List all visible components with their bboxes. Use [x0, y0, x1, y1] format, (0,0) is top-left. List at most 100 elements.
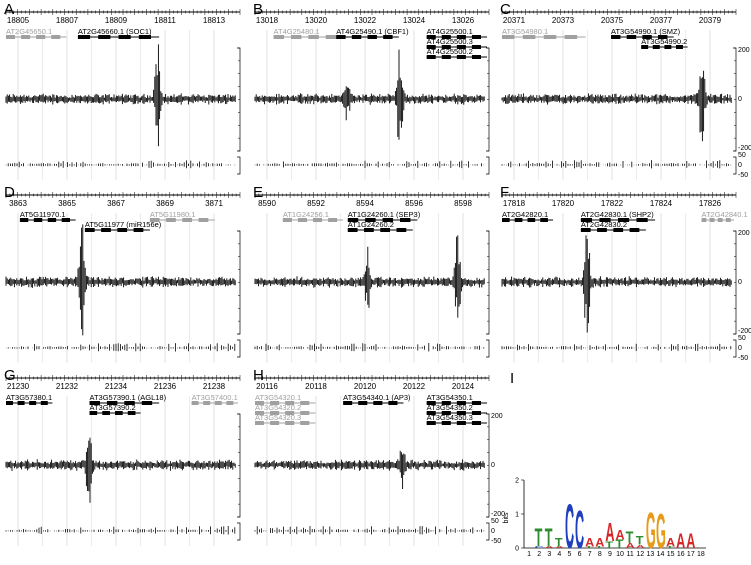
gene-exon [441, 411, 451, 415]
secondary-track-G [5, 526, 236, 535]
coordinate-label: 20124 [452, 382, 475, 391]
gene-exon [89, 401, 100, 405]
coordinate-label: 18807 [56, 16, 79, 25]
logo-letter-T: T [616, 537, 624, 550]
gene-label: AT4G25480.1 [274, 27, 320, 36]
logo-letter-T: T [626, 529, 634, 547]
gene-exon [19, 218, 29, 222]
gene-label: AT1G24256.1 [283, 210, 329, 219]
coordinate-label: 18809 [105, 16, 128, 25]
logo-letter-T: T [535, 525, 543, 553]
secondary-axis-value: -50 [738, 355, 748, 362]
gene-exon [664, 45, 672, 49]
gene-exon [313, 218, 323, 222]
logo-x-tick-label: 5 [568, 551, 572, 558]
gene-exon [117, 228, 128, 232]
panel-label-C: C [500, 1, 511, 18]
logo-letter-T: T [555, 536, 563, 549]
gene-exon [47, 218, 57, 222]
gene-label: AT4G25500.3 [427, 37, 473, 46]
track-axis-value: 0 [738, 96, 742, 103]
logo-x-tick-label: 16 [677, 551, 685, 558]
gene-exon [98, 35, 111, 39]
gene-exon [426, 45, 436, 49]
signal-track-F [501, 235, 732, 333]
logo-letter-T: T [595, 546, 603, 549]
signal-track-H [254, 450, 485, 489]
gene-exon [347, 228, 358, 232]
logo-letter-A: A [545, 546, 555, 549]
logo-letter-G: G [656, 504, 666, 559]
coordinate-label: 8598 [454, 199, 472, 208]
logo-x-tick-label: 11 [627, 551, 634, 558]
gene-exon [336, 35, 346, 39]
logo-letter-T: T [585, 546, 593, 549]
coordinate-label: 13024 [403, 16, 426, 25]
gene-exon [33, 218, 43, 222]
coordinate-label: 20118 [305, 382, 327, 391]
track-axis-value: -200 [738, 328, 751, 335]
gene-label: AT3G54350.3 [427, 413, 473, 422]
gene-exon [367, 35, 377, 39]
gene-exon [540, 218, 548, 222]
gene-exon [133, 228, 144, 232]
logo-letter-T: T [545, 525, 553, 553]
gene-label: AT1G24260.2 [348, 220, 394, 229]
gene-exon [203, 401, 211, 405]
gene-exon [717, 218, 723, 222]
gene-label: AT3G54990.2 [641, 37, 687, 46]
gene-exon [138, 35, 151, 39]
coordinate-label: 18811 [154, 16, 176, 25]
coordinate-label: 21230 [7, 382, 30, 391]
gene-label: AT3G57400.1 [192, 393, 238, 402]
coordinate-label: 20120 [354, 382, 377, 391]
track-axis-value: 200 [491, 413, 503, 420]
coordinate-label: 20373 [552, 16, 575, 25]
logo-x-tick-label: 15 [667, 551, 675, 558]
secondary-axis-value: 50 [738, 152, 746, 159]
secondary-axis-C [733, 156, 737, 175]
gene-exon [290, 35, 302, 39]
gene-label: AT3G54980.1 [502, 27, 548, 36]
gene-label: AT2G45650.1 [6, 27, 52, 36]
gene-exon [127, 411, 136, 415]
panel-label-I: I [510, 370, 514, 387]
logo-letter-T: T [666, 546, 674, 549]
signal-track-E [254, 235, 485, 318]
gene-exon [426, 55, 436, 59]
logo-letter-T: T [605, 540, 613, 550]
gene-exon [701, 218, 707, 222]
gene-label: AT4G25500.2 [427, 47, 473, 56]
gene-exon [641, 45, 649, 49]
logo-letter-A: A [595, 536, 604, 549]
logo-x-tick-label: 12 [636, 551, 644, 558]
coordinate-label: 20377 [650, 16, 673, 25]
logo-letter-C: C [565, 491, 574, 562]
gene-exon [658, 35, 668, 39]
logo-x-tick-label: 13 [646, 551, 654, 558]
gene-exon [599, 218, 611, 222]
gene-exon [285, 401, 295, 405]
gene-exon [308, 35, 319, 39]
gene-exon [629, 228, 640, 232]
gene-label: AT3G54320.3 [255, 413, 301, 422]
gene-exon [270, 421, 280, 425]
gene-label: AT3G54320.1 [255, 393, 301, 402]
secondary-axis-A [237, 156, 241, 175]
logo-x-tick-label: 8 [598, 551, 602, 558]
gene-exon [613, 228, 624, 232]
logo-x-tick-label: 7 [588, 551, 592, 558]
gene-exon [29, 401, 37, 405]
gene-exon [441, 55, 451, 59]
gene-exon [255, 411, 265, 415]
gene-exon [580, 218, 593, 222]
panel-label-H: H [253, 367, 264, 384]
logo-letter-A: A [676, 529, 686, 553]
gene-exon [471, 401, 481, 405]
gene-exon [626, 35, 637, 39]
gene-exon [597, 228, 607, 232]
logo-letter-A: A [636, 544, 645, 549]
